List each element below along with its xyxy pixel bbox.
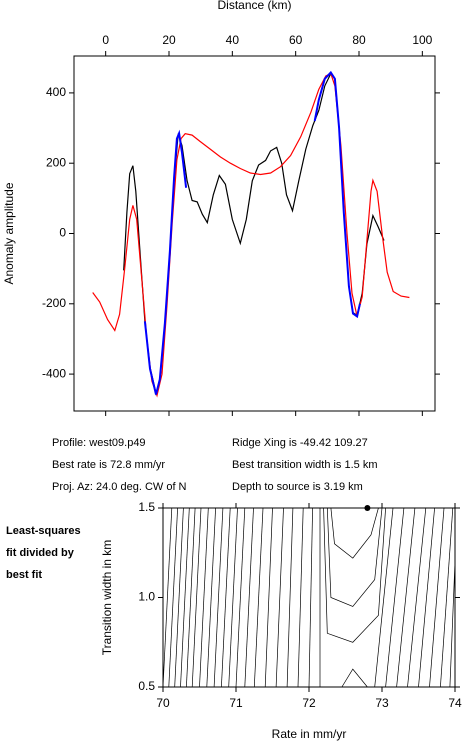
annotation: Proj. Az: 24.0 deg. CW of N — [52, 481, 187, 493]
x-tick-label: 73 — [375, 696, 389, 710]
contour-line — [199, 507, 209, 688]
profile-line — [92, 72, 410, 398]
y-axis-title: Transition width in km — [100, 540, 114, 656]
contour-line — [440, 507, 454, 688]
contour-line — [213, 507, 224, 688]
y-tick-label: -400 — [42, 366, 66, 380]
x-tick-label: 72 — [302, 696, 316, 710]
contour-line — [374, 507, 394, 688]
y-tick-label: 1.0 — [138, 590, 155, 604]
x-tick-label: 74 — [448, 696, 462, 710]
contour-line — [418, 507, 435, 688]
annotation: Depth to source is 3.19 km — [232, 481, 363, 493]
x-tick-label: 0 — [102, 33, 109, 47]
annotation: fit divided by — [6, 547, 75, 559]
x-axis-title: Rate in mm/yr — [272, 727, 347, 741]
y-tick-label: 0.5 — [138, 679, 155, 693]
annotation: best fit — [6, 569, 42, 581]
contour-line — [286, 507, 294, 688]
x-tick-label: 71 — [229, 696, 243, 710]
contour-line — [341, 668, 368, 688]
contour-line — [264, 507, 273, 688]
contour-line — [186, 507, 196, 688]
x-tick-label: 40 — [226, 33, 240, 47]
best-fit-point — [364, 505, 371, 511]
contour-line — [330, 507, 379, 559]
contour-line — [168, 507, 178, 688]
contour-line — [385, 507, 405, 688]
contour-line — [275, 507, 284, 688]
contour-line — [308, 507, 313, 688]
profile-line — [143, 70, 361, 395]
contour-line — [228, 507, 238, 688]
y-tick-label: 0 — [59, 226, 66, 240]
contour-line — [323, 507, 386, 643]
contour-line — [235, 507, 246, 688]
y-axis-title: Anomaly amplitude — [2, 182, 16, 284]
contour-line — [162, 507, 173, 688]
contour-line — [326, 507, 383, 607]
annotation: Best transition width is 1.5 km — [232, 459, 378, 471]
contour-line — [180, 507, 190, 688]
contour-line — [396, 507, 416, 688]
contour-line — [206, 507, 216, 688]
contour-line — [429, 507, 445, 688]
x-tick-label: 100 — [412, 33, 432, 47]
contour-line — [191, 507, 202, 688]
contour-line — [297, 507, 304, 688]
annotation: Ridge Xing is -49.42 109.27 — [232, 437, 368, 449]
contour-line — [221, 507, 231, 688]
y-tick-label: -200 — [42, 296, 66, 310]
contour-line — [449, 561, 456, 688]
x-tick-label: 70 — [156, 696, 170, 710]
x-tick-label: 60 — [289, 33, 303, 47]
x-axis-title: Distance (km) — [217, 0, 291, 12]
x-tick-label: 80 — [352, 33, 366, 47]
annotation: Profile: west09.p49 — [52, 437, 146, 449]
contour-line — [244, 507, 254, 688]
contour-line — [253, 507, 264, 688]
contour-line — [174, 507, 184, 688]
annotation: Least-squares — [6, 525, 81, 537]
y-tick-label: 200 — [46, 155, 66, 169]
contour-line — [407, 507, 427, 688]
y-tick-label: 1.5 — [138, 500, 155, 514]
y-tick-label: 400 — [46, 85, 66, 99]
x-tick-label: 20 — [162, 33, 176, 47]
annotation: Best rate is 72.8 mm/yr — [52, 459, 165, 471]
